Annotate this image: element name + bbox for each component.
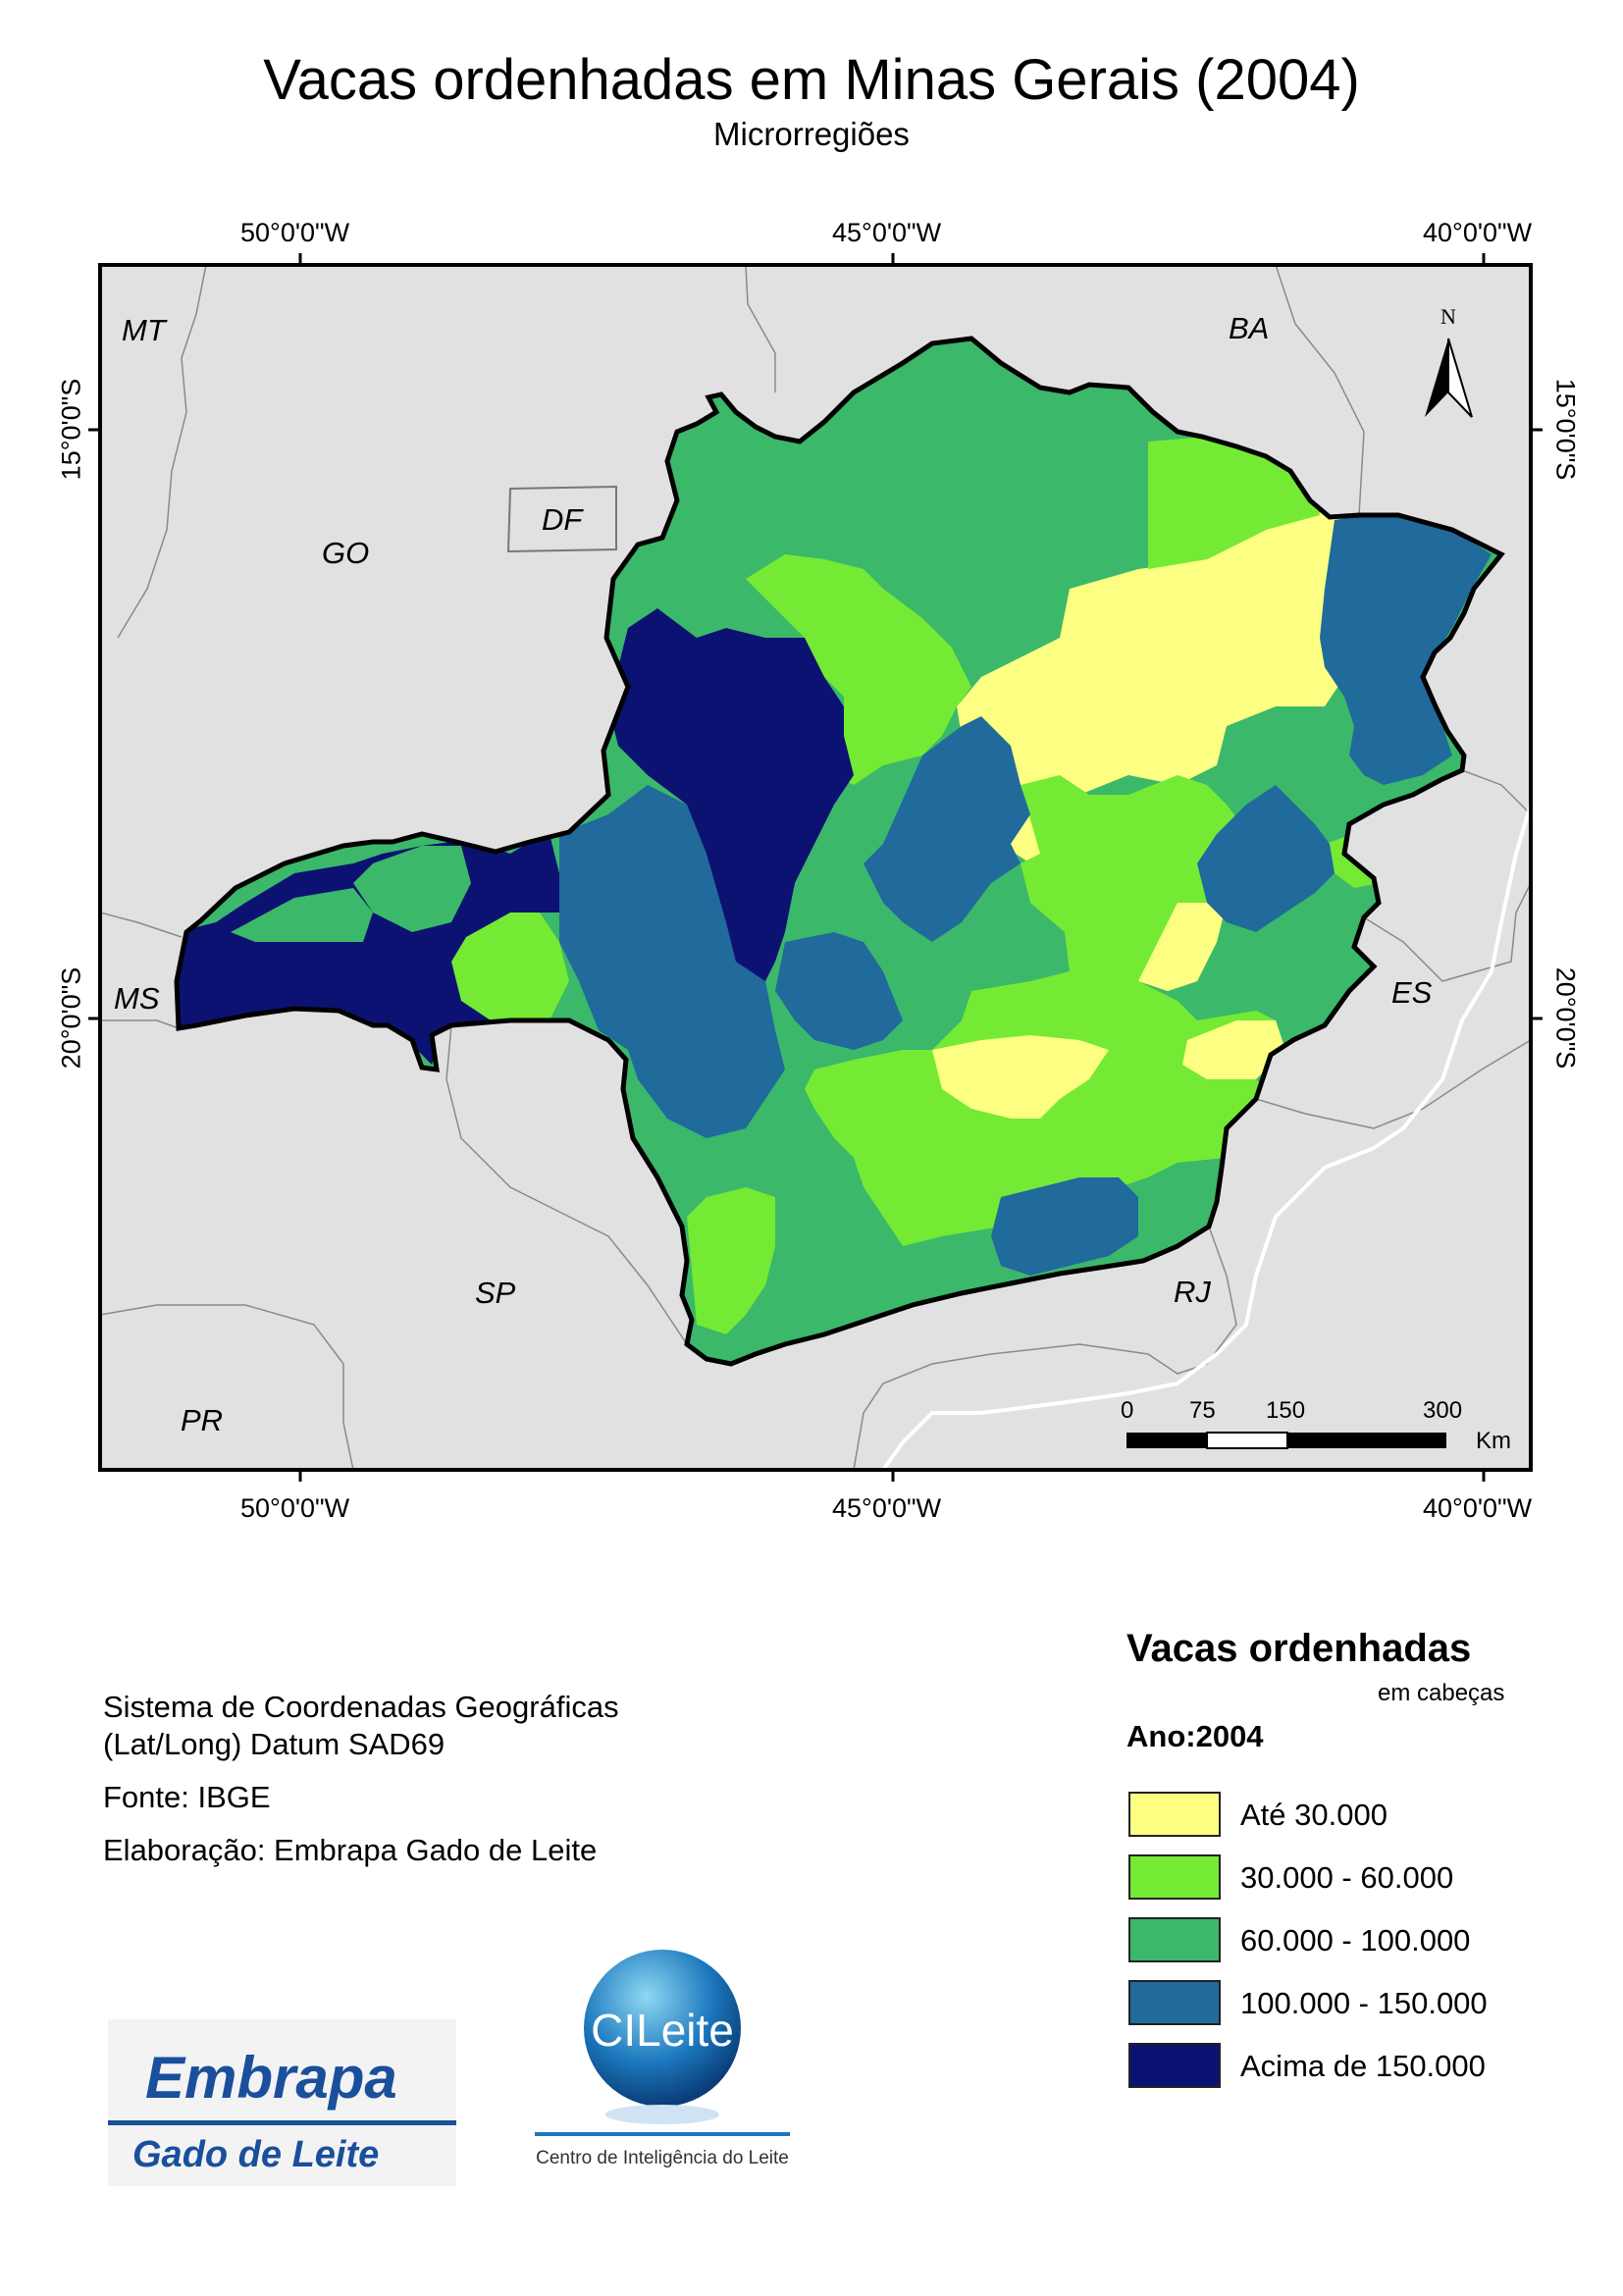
- author-text: Elaboração: Embrapa Gado de Leite: [103, 1833, 598, 1867]
- legend-item: Até 30.000: [1128, 1792, 1541, 1839]
- svg-text:Gado de Leite: Gado de Leite: [132, 2134, 379, 2175]
- graticule-ticks: [88, 253, 1543, 1482]
- source-text: Fonte: IBGE: [103, 1780, 271, 1814]
- svg-text:Centro de Inteligência do Leit: Centro de Inteligência do Leite: [536, 2148, 789, 2168]
- state-label-ba: BA: [1229, 311, 1269, 345]
- state-label-es: ES: [1391, 975, 1433, 1010]
- map-frame: MT BA GO DF MS ES SP RJ PR N 0 75 150 30…: [88, 253, 1543, 1482]
- bottom-lon-label-45w: 45°0'0"W: [832, 1493, 942, 1523]
- scale-tick-0: 0: [1121, 1397, 1133, 1424]
- top-lon-label-45w: 45°0'0"W: [832, 218, 942, 247]
- scale-tick-75: 75: [1189, 1397, 1216, 1424]
- cileite-logo: CILeite Centro de Inteligência do Leite: [535, 1950, 790, 2168]
- legend-swatch: [1128, 1854, 1221, 1900]
- map-subtitle: Microrregiões: [713, 116, 910, 152]
- map-border: [98, 263, 1533, 1472]
- legend-swatch: [1128, 1917, 1221, 1962]
- legend-swatch: [1128, 1980, 1221, 2025]
- state-label-df: DF: [542, 502, 584, 537]
- map-title: Vacas ordenhadas em Minas Gerais (2004): [263, 48, 1360, 112]
- top-lon-label-50w: 50°0'0"W: [240, 218, 350, 247]
- svg-text:CILeite: CILeite: [591, 2005, 734, 2056]
- scale-tick-300: 300: [1423, 1397, 1462, 1424]
- state-label-pr: PR: [181, 1403, 223, 1437]
- bottom-lon-label-40w: 40°0'0"W: [1423, 1493, 1533, 1523]
- state-label-rj: RJ: [1174, 1275, 1211, 1309]
- legend-item: 60.000 - 100.000: [1128, 1917, 1541, 1964]
- legend-year: Ano:2004: [1126, 1719, 1264, 1753]
- scale-bar: 0 75 150 300 Km: [1121, 1397, 1511, 1454]
- state-label-sp: SP: [475, 1276, 516, 1310]
- state-label-mt: MT: [122, 313, 168, 347]
- scale-unit: Km: [1476, 1428, 1511, 1454]
- north-arrow: N: [1425, 304, 1473, 418]
- legend-item: Acima de 150.000: [1128, 2043, 1541, 2090]
- state-label-go: GO: [322, 536, 369, 570]
- svg-text:Embrapa: Embrapa: [145, 2045, 397, 2111]
- legend-item: 30.000 - 60.000: [1128, 1854, 1541, 1902]
- legend-label: Acima de 150.000: [1240, 2049, 1486, 2083]
- crs-line-1: Sistema de Coordenadas Geográficas: [103, 1690, 619, 1724]
- legend-label: 100.000 - 150.000: [1240, 1986, 1488, 2020]
- legend-title: Vacas ordenhadas: [1126, 1627, 1472, 1670]
- legend-label: Até 30.000: [1240, 1798, 1387, 1832]
- scale-tick-150: 150: [1266, 1397, 1305, 1424]
- state-label-ms: MS: [114, 981, 160, 1016]
- legend-units: em cabeças: [1378, 1680, 1505, 1706]
- legend-item: 100.000 - 150.000: [1128, 1980, 1541, 2027]
- bottom-lon-label-50w: 50°0'0"W: [240, 1493, 350, 1523]
- legend-label: 30.000 - 60.000: [1240, 1860, 1454, 1895]
- crs-line-2: (Lat/Long) Datum SAD69: [103, 1727, 445, 1761]
- embrapa-logo: Embrapa Gado de Leite: [108, 2019, 456, 2186]
- legend-label: 60.000 - 100.000: [1240, 1923, 1471, 1957]
- legend-swatch: [1128, 1792, 1221, 1837]
- legend-swatch: [1128, 2043, 1221, 2088]
- north-arrow-letter: N: [1440, 304, 1456, 329]
- top-lon-label-40w: 40°0'0"W: [1423, 218, 1533, 247]
